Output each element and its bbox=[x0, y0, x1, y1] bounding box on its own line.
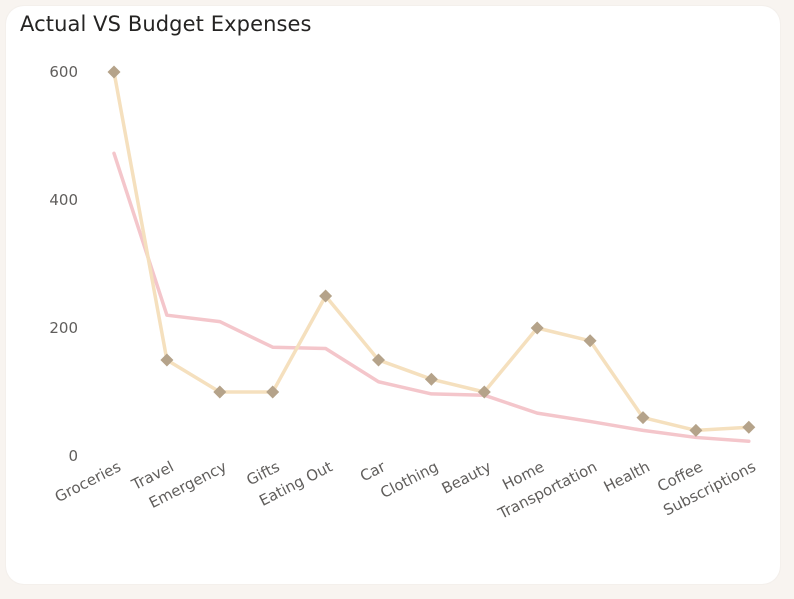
y-tick-label: 400 bbox=[49, 191, 78, 209]
chart-title: Actual VS Budget Expenses bbox=[20, 12, 312, 36]
x-tick-label: Beauty bbox=[439, 457, 494, 497]
series-layer bbox=[107, 65, 756, 444]
y-axis: 0 200 400 600 bbox=[49, 63, 78, 465]
data-point-marker[interactable] bbox=[266, 385, 280, 399]
data-point-marker[interactable] bbox=[213, 385, 227, 399]
y-tick-label: 600 bbox=[49, 63, 78, 81]
x-tick-label: Groceries bbox=[52, 457, 124, 506]
chart-card bbox=[6, 6, 780, 584]
data-point-marker[interactable] bbox=[372, 353, 385, 367]
series-line-1 bbox=[112, 151, 751, 444]
data-point-marker[interactable] bbox=[530, 321, 544, 335]
x-tick-label: Health bbox=[601, 458, 653, 496]
y-tick-label: 0 bbox=[68, 447, 78, 465]
x-tick-label: Clothing bbox=[377, 458, 441, 502]
data-point-marker[interactable] bbox=[742, 420, 756, 434]
data-point-marker[interactable] bbox=[689, 423, 703, 437]
data-point-marker[interactable] bbox=[477, 385, 491, 399]
data-point-marker[interactable] bbox=[583, 334, 597, 348]
data-point-marker[interactable] bbox=[107, 65, 121, 79]
x-tick-label: Car bbox=[357, 457, 389, 485]
y-tick-label: 200 bbox=[49, 319, 78, 337]
data-point-marker[interactable] bbox=[636, 411, 650, 425]
data-point-marker[interactable] bbox=[424, 372, 438, 386]
data-point-marker[interactable] bbox=[319, 289, 333, 303]
data-point-marker[interactable] bbox=[160, 353, 174, 367]
